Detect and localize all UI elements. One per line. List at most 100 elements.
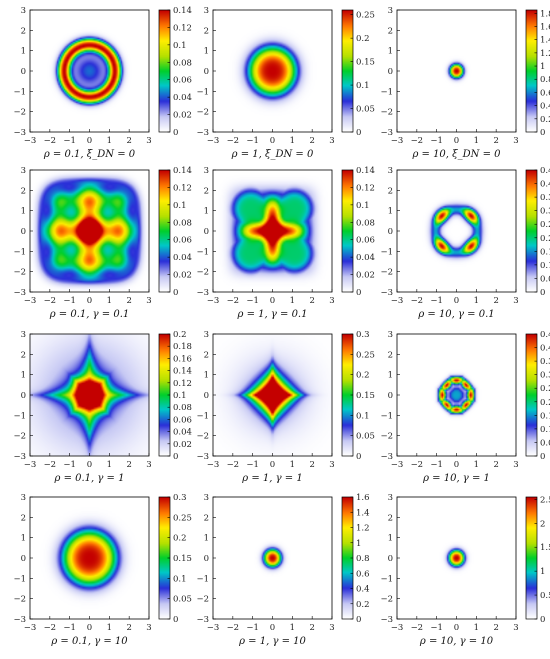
colorbar-tick-label: 0.45 [540,330,550,340]
y-tick-label: 2 [21,186,26,196]
colorbar-tick-label: 0.02 [173,440,192,450]
colorbar-tick-label: 0.25 [356,11,375,21]
x-tick-label: −2 [227,296,240,306]
colorbar-tick-label: 0 [356,452,361,462]
x-tick-label: 1 [290,296,295,306]
x-tick-label: −2 [44,623,57,633]
colorbar-tick-label: 0.15 [540,411,550,421]
heatmap-image [397,170,516,292]
colorbar-frame [158,169,171,293]
x-tick-label: 3 [329,296,334,306]
x-tick-label: −2 [227,136,240,146]
x-tick-label: 0 [87,296,92,306]
y-tick-label: 2 [204,26,209,36]
colorbar-tick-label: 0.3 [540,371,550,381]
panel-caption: ρ = 10, γ = 10 [419,636,494,647]
x-tick-label: −1 [63,623,76,633]
y-tick-label: −1 [196,574,209,584]
x-tick-label: −1 [430,136,443,146]
colorbar-tick-label: 0.12 [173,23,192,33]
colorbar-tick-label: 0.45 [540,166,550,176]
heatmap-image [30,10,149,132]
y-tick-label: 0 [204,554,209,564]
x-tick-label: 1 [107,296,112,306]
colorbar-tick-label: 0.6 [356,569,370,579]
x-tick-label: −1 [246,623,259,633]
colorbar-tick-label: 0.02 [173,271,192,281]
y-tick-label: 2 [204,350,209,360]
colorbar [342,497,353,619]
colorbar-tick-label: 0.06 [173,415,192,425]
colorbar-tick-label: 0.12 [356,183,375,193]
x-tick-label: 1 [474,136,479,146]
y-tick-label: −3 [196,615,209,625]
y-tick-label: 1 [204,534,209,544]
x-tick-label: 1 [290,460,295,470]
y-tick-label: 1 [21,534,26,544]
x-tick-label: 3 [329,623,334,633]
colorbar-tick-label: 0.05 [356,105,375,115]
colorbar-tick-label: 0.14 [173,6,192,16]
y-tick-label: 3 [204,6,209,16]
colorbar-tick-label: 0.1 [173,41,187,51]
y-tick-label: −3 [13,615,26,625]
panel-caption: ρ = 10, ξ_DN = 0 [411,149,501,160]
colorbar-tick-label: 0.08 [173,403,192,413]
y-tick-label: 2 [388,26,393,36]
colorbar-tick-label: 0.4 [540,180,550,190]
heatmap-image [213,334,332,456]
y-tick-label: 0 [21,227,26,237]
x-tick-label: −2 [44,136,57,146]
x-tick-label: 1 [474,460,479,470]
colorbar-tick-label: 0.15 [356,58,375,68]
colorbar-tick-label: 0.1 [173,201,187,211]
x-tick-label: −2 [227,623,240,633]
colorbar-tick-label: 0.15 [173,554,192,564]
heatmap-image [213,10,332,132]
y-tick-label: −2 [13,108,26,118]
x-tick-label: 2 [309,623,314,633]
y-tick-label: −1 [13,87,26,97]
colorbar-tick-label: 0.05 [540,274,550,284]
colorbar-tick-label: 0.1 [173,574,187,584]
x-tick-label: 1 [107,136,112,146]
heatmap-panel-8: −3 −2 −1 0 1 2 3 3 2 1 0 −1 −2 −3 ρ = 1, γ = 1 0.3 0.25 0… [196,330,374,484]
colorbar-tick-label: 0.25 [173,513,192,523]
colorbar-tick-label: 1.2 [356,524,370,534]
y-tick-label: 0 [388,227,393,237]
heatmap-image [30,497,149,619]
x-tick-label: 1 [107,460,112,470]
colorbar [526,170,537,292]
colorbar-frame [341,169,354,293]
y-tick-label: −2 [196,432,209,442]
y-tick-label: −1 [380,574,393,584]
colorbar-tick-label: 0 [356,288,361,298]
x-tick-label: −1 [430,460,443,470]
y-tick-label: 2 [388,513,393,523]
y-tick-label: 0 [388,67,393,77]
y-tick-label: 3 [21,330,26,340]
x-tick-label: −3 [391,296,404,306]
x-tick-label: −2 [227,460,240,470]
colorbar-tick-label: 0.1 [540,425,550,435]
y-tick-label: −3 [13,288,26,298]
y-tick-label: −2 [13,595,26,605]
x-tick-label: −2 [44,460,57,470]
x-tick-label: 2 [493,460,498,470]
colorbar-tick-label: 0.16 [173,354,192,364]
colorbar [159,334,170,456]
y-tick-label: −2 [196,595,209,605]
y-tick-label: 1 [21,371,26,381]
x-tick-label: −3 [24,623,37,633]
y-tick-label: −3 [196,128,209,138]
x-tick-label: 3 [513,296,518,306]
colorbar-tick-label: 0.4 [540,344,550,354]
y-tick-label: 0 [204,227,209,237]
colorbar-tick-label: 0.1 [173,391,187,401]
colorbar-tick-label: 0.25 [540,384,550,394]
x-tick-label: −1 [63,136,76,146]
y-tick-label: 1 [204,371,209,381]
x-tick-label: 0 [454,296,459,306]
x-tick-label: −2 [411,296,424,306]
panel-caption: ρ = 0.1, ξ_DN = 0 [43,149,136,160]
